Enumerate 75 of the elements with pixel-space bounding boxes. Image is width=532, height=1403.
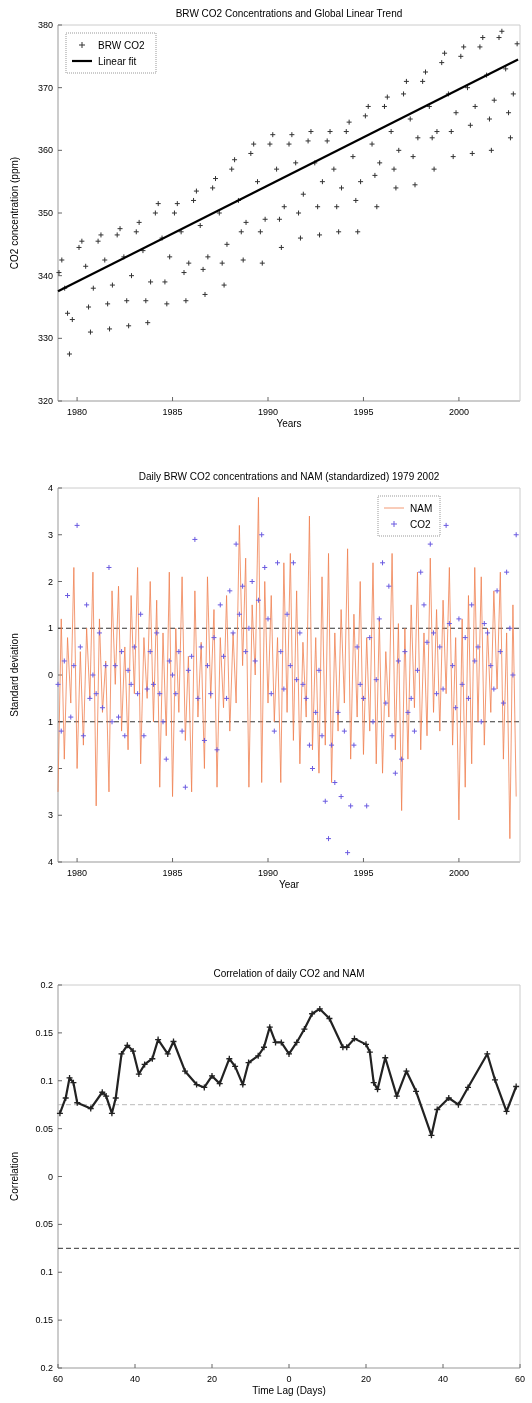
point [366, 1048, 374, 1056]
point [208, 1072, 216, 1080]
chart-title: BRW CO2 Concentrations and Global Linear Trend [175, 8, 403, 19]
point [181, 1067, 189, 1075]
x-axis-title: Time Lag (Days) [252, 1385, 326, 1396]
x-tick-label: 1980 [67, 407, 88, 417]
x-tick-label: 1990 [257, 407, 279, 417]
point [362, 1040, 370, 1049]
y-tick-label: 4 [47, 857, 53, 867]
point [231, 1062, 239, 1071]
x-tick-label: 0 [286, 1374, 292, 1384]
point [491, 1076, 499, 1084]
x-tick-label: 1985 [162, 868, 183, 878]
y-axis-title: Correlation [9, 1152, 20, 1201]
point [260, 1043, 268, 1051]
x-tick-label: 2000 [448, 868, 469, 878]
x-axis-title: Year [278, 879, 300, 890]
y-tick-label: 0.15 [35, 1027, 53, 1038]
chart-title: Daily BRW CO2 concentrations and NAM (standardized) 1979 2002 [138, 471, 440, 482]
y-tick-label: 340 [37, 270, 53, 281]
y-axis-title: Standard deviation [9, 633, 20, 717]
x-tick-label: 40 [129, 1374, 141, 1384]
y-tick-label: 1 [47, 716, 53, 727]
point [62, 1094, 70, 1102]
y-tick-label: 2 [47, 763, 53, 774]
legend-label: CO2 [410, 518, 431, 530]
y-tick-label: 0.15 [35, 1315, 53, 1326]
point [464, 1083, 472, 1092]
y-axis-title: CO2 concentration (ppm) [9, 156, 20, 270]
y-tick-label: 0 [47, 670, 53, 680]
y-tick-label: 3 [47, 529, 53, 540]
y-tick-label: 380 [37, 20, 53, 30]
x-tick-label: 60 [514, 1374, 526, 1384]
y-tick-label: 3 [47, 810, 53, 821]
point [102, 1092, 110, 1100]
point [412, 1087, 420, 1095]
y-tick-label: 360 [37, 145, 53, 156]
y-tick-label: 4 [47, 483, 53, 493]
point [129, 1047, 137, 1055]
x-tick-label: 1985 [162, 407, 183, 417]
legend-label: BRW CO2 [98, 39, 145, 51]
y-tick-label: 0 [47, 1171, 53, 1182]
y-tick-label: 0.05 [35, 1219, 53, 1230]
legend-label: Linear fit [98, 55, 137, 67]
y-tick-label: 370 [37, 82, 53, 93]
y-tick-label: 0.2 [40, 980, 53, 990]
x-tick-label: 20 [360, 1374, 372, 1384]
y-tick-label: 330 [37, 333, 53, 344]
point [117, 1050, 126, 1058]
y-tick-label: 350 [37, 208, 53, 218]
y-tick-label: 0.1 [40, 1267, 53, 1278]
x-tick-label: 40 [437, 1374, 449, 1384]
y-tick-label: 1 [47, 623, 53, 634]
x-tick-label: 60 [52, 1374, 64, 1384]
x-tick-label: 1990 [257, 868, 279, 878]
point [445, 1094, 453, 1102]
x-tick-label: 1980 [67, 868, 88, 878]
point [164, 1050, 172, 1058]
y-tick-label: 0.1 [40, 1075, 53, 1086]
point [285, 1050, 293, 1058]
x-tick-label: 1995 [353, 407, 374, 417]
x-axis-title: Years [276, 418, 302, 429]
y-tick-label: 2 [47, 576, 53, 587]
y-tick-label: 320 [37, 396, 53, 406]
x-tick-label: 1995 [353, 868, 374, 878]
y-tick-label: 0.05 [35, 1123, 53, 1134]
x-tick-label: 2000 [448, 407, 469, 417]
chart-title: Correlation of daily CO2 and NAM [213, 968, 365, 979]
x-tick-label: 20 [206, 1374, 218, 1384]
point [300, 1025, 309, 1033]
y-tick-label: 0.2 [40, 1363, 53, 1373]
legend-label: NAM [410, 502, 433, 514]
point [308, 1010, 316, 1018]
point [254, 1052, 262, 1060]
point [316, 1005, 324, 1013]
